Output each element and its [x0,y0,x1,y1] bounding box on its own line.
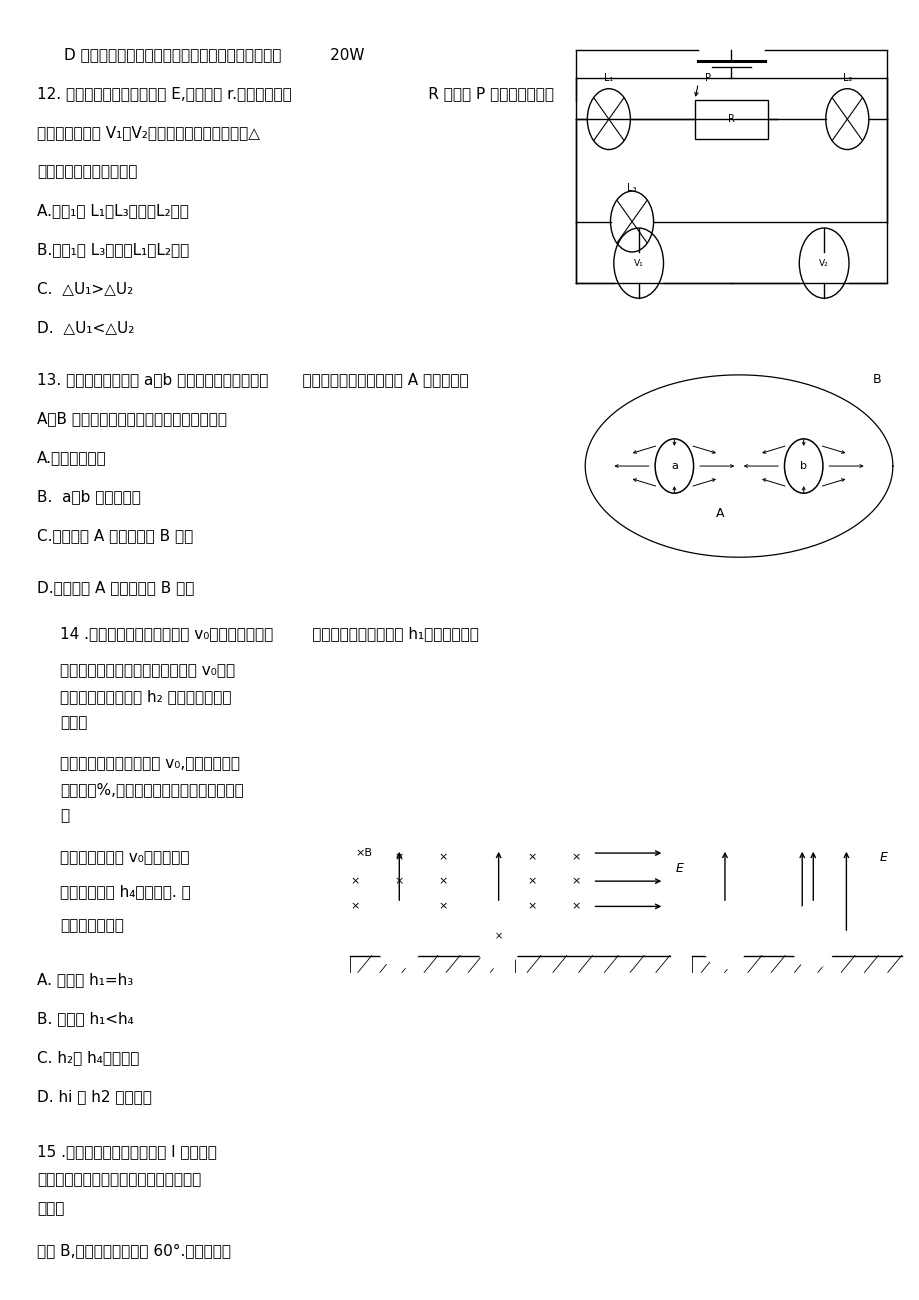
Text: b: b [800,462,806,471]
Text: ×: × [394,876,403,887]
Text: 电场，且保持初速度仍为 v₀,小球上升的最: 电场，且保持初速度仍为 v₀,小球上升的最 [60,757,240,772]
Text: P: P [705,73,710,83]
Text: ×: × [527,853,536,862]
Text: D.该粒子在 A 点电势能较 B 点大: D.该粒子在 A 点电势能较 B 点大 [37,580,194,595]
Text: ×: × [571,901,580,911]
Text: V₂: V₂ [819,259,828,268]
Text: 的最大高度为 h₄如图所示. 不: 的最大高度为 h₄如图所示. 不 [60,884,190,900]
Text: ×: × [527,876,536,887]
Text: ×: × [394,901,403,911]
Text: 时，发现电压表 V₁、V₂示数变化的绝对值分别为△: 时，发现电压表 V₁、V₂示数变化的绝对值分别为△ [37,125,259,140]
Text: ×: × [438,901,448,911]
Circle shape [376,903,422,968]
Text: 12. 如图所示，电源电动势为 E,内电阻为 r.当滑动变阻器                            R 的滑片 P 从右端滑到左端: 12. 如图所示，电源电动势为 E,内电阻为 r.当滑动变阻器 R 的滑片 P … [37,86,553,101]
Text: 13. 如图所示为点电荷 a、b 所形成的电场线分布，       有一粒子（不计重力）由 A 进入电场，: 13. 如图所示为点电荷 a、b 所形成的电场线分布， 有一粒子（不计重力）由 … [37,372,468,387]
Text: D 改变外电阻的阻值时，该电池组的最大输出功率为          20W: D 改变外电阻的阻值时，该电池组的最大输出功率为 20W [64,47,365,62]
Text: 下列说法中正确的是（）: 下列说法中正确的是（） [37,164,137,179]
Text: 15 .如图所示，在一个边长为 l 的菱形区: 15 .如图所示，在一个边长为 l 的菱形区 [37,1144,217,1160]
Text: V₁: V₁ [633,259,642,268]
Circle shape [701,903,747,968]
Text: C.该粒子在 A 点加速度较 B 点大: C.该粒子在 A 点加速度较 B 点大 [37,528,193,543]
Text: E: E [879,850,887,863]
Text: ×B: ×B [355,848,371,858]
Text: 保持初速度仍为 v₀，小球上升: 保持初速度仍为 v₀，小球上升 [60,850,189,866]
Circle shape [789,903,835,968]
Text: L₁: L₁ [604,73,613,83]
Text: 小为 B,菱形的一个锐角为 60°.在菱形中心: 小为 B,菱形的一个锐角为 60°.在菱形中心 [37,1243,231,1258]
Text: C.  △U₁>△U₂: C. △U₁>△U₂ [37,281,133,296]
Text: A.小火₁泡 L₁、L₃变暗，L₂变亮: A.小火₁泡 L₁、L₃变暗，L₂变亮 [37,203,188,218]
Text: B.  a、b 为异种电荷: B. a、b 为异种电荷 [37,489,141,504]
Text: 计空气，则（）: 计空气，则（） [60,918,123,933]
Text: ×: × [527,901,536,911]
Text: ×: × [494,931,502,941]
Text: ×: × [350,876,359,887]
Text: A: A [715,507,723,520]
Text: 14 .带电小球以一定的初速度 v₀竖直向上抛出，        能够达到的最大高度为 h₁若加上水平方: 14 .带电小球以一定的初速度 v₀竖直向上抛出， 能够达到的最大高度为 h₁若… [60,627,478,642]
Text: R: R [727,114,734,124]
Text: C. h₂与 h₄无法比较: C. h₂与 h₄无法比较 [37,1050,139,1066]
Text: ×: × [571,853,580,862]
Text: D. hi 与 h2 无法比较: D. hi 与 h2 无法比较 [37,1089,152,1105]
Text: D.  △U₁<△U₂: D. △U₁<△U₂ [37,320,134,335]
Text: B. 一定有 h₁<h₄: B. 一定有 h₁<h₄ [37,1011,133,1027]
Bar [694,100,767,139]
Text: 强度大: 强度大 [37,1201,64,1217]
Text: ×: × [438,853,448,862]
Text: B: B [872,373,880,386]
Text: a: a [670,462,677,471]
Text: E: E [675,862,683,875]
Text: A. 一定有 h₁=h₃: A. 一定有 h₁=h₃ [37,972,133,988]
Text: 且: 且 [60,809,69,824]
Text: ×: × [438,876,448,887]
Text: A.该粒子带正电: A.该粒子带正电 [37,450,107,465]
Text: 大高度为%,若加上竖直向上的匀强电场，且: 大高度为%,若加上竖直向上的匀强电场，且 [60,783,244,798]
Text: 球上升的最大高度为 h₂ 若加上水平方向: 球上升的最大高度为 h₂ 若加上水平方向 [60,689,231,705]
Text: A、B 是轨迹上的两点，以下说法正确的是（: A、B 是轨迹上的两点，以下说法正确的是（ [37,411,227,426]
Text: B.小火₁泡 L₃变暗，L₁、L₂变亮: B.小火₁泡 L₃变暗，L₁、L₂变亮 [37,242,188,257]
Text: ×: × [571,876,580,887]
Text: 向的匀强磁场，且保持初速度仍为 v₀，小: 向的匀强磁场，且保持初速度仍为 v₀，小 [60,663,234,679]
Text: 域内，有垂直于纸面的匀强磁场，磁感应: 域内，有垂直于纸面的匀强磁场，磁感应 [37,1173,201,1188]
Text: L₂: L₂ [842,73,851,83]
Text: ×: × [394,853,403,862]
Text: L₃: L₃ [627,183,636,194]
Text: ×: × [350,901,359,911]
Circle shape [475,903,521,968]
Text: 的匀强: 的匀强 [60,715,87,731]
